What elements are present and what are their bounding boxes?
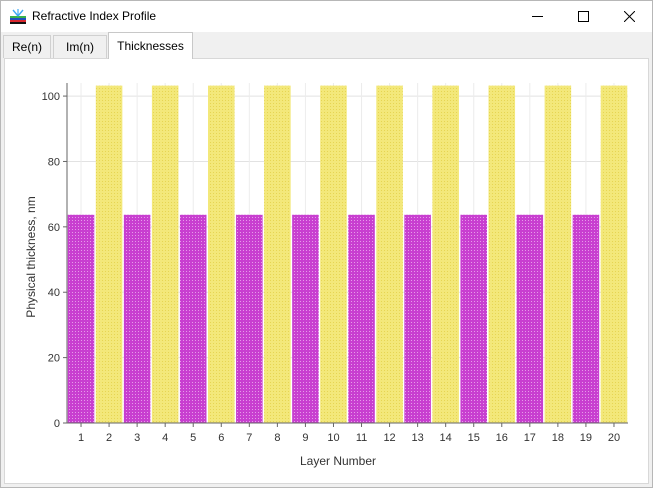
y-tick-label: 40 [48, 287, 60, 299]
maximize-icon [578, 11, 589, 22]
bar-layer-20[interactable] [600, 85, 628, 423]
x-axis-label: Layer Number [300, 454, 376, 468]
x-tick-label: 4 [162, 432, 168, 444]
x-tick-label: 3 [134, 432, 140, 444]
y-tick-label: 80 [48, 156, 60, 168]
grid-lines [67, 83, 628, 424]
bar-layer-16[interactable] [488, 85, 516, 423]
x-tick-label: 5 [190, 432, 196, 444]
tab-thicknesses[interactable]: Thicknesses [108, 32, 193, 59]
bar-layer-5[interactable] [179, 214, 207, 423]
bar-layer-18[interactable] [544, 85, 572, 423]
bar-layer-19[interactable] [572, 214, 600, 423]
x-tick-label: 6 [218, 432, 224, 444]
x-tick-label: 14 [440, 432, 452, 444]
close-icon [624, 11, 635, 22]
x-tick-label: 19 [580, 432, 592, 444]
y-tick-label: 0 [54, 418, 60, 430]
x-tick-label: 13 [412, 432, 424, 444]
y-tick-label: 20 [48, 353, 60, 365]
x-tick-label: 17 [524, 432, 536, 444]
title-bar[interactable]: Refractive Index Profile [1, 1, 652, 32]
bar-layer-17[interactable] [516, 214, 544, 423]
x-tick-label: 2 [106, 432, 112, 444]
x-tick-label: 9 [302, 432, 308, 444]
tab-im-n[interactable]: Im(n) [53, 35, 107, 58]
y-tick-label: 100 [42, 91, 60, 103]
bar-layer-10[interactable] [320, 85, 347, 423]
window-title: Refractive Index Profile [32, 9, 157, 23]
x-tick-label: 8 [274, 432, 280, 444]
bar-layer-8[interactable] [264, 85, 291, 423]
bar-layer-9[interactable] [292, 214, 319, 423]
maximize-button[interactable] [560, 1, 606, 32]
bar-layer-11[interactable] [348, 214, 375, 423]
bar-layer-7[interactable] [236, 214, 263, 423]
x-tick-label: 20 [608, 432, 620, 444]
thickness-chart: 0 20 40 60 80 100 1 2 3 4 5 6 7 8 9 10 11 12 13 14 15 16 17 18 1… [11, 69, 643, 477]
x-tick-label: 18 [552, 432, 564, 444]
bar-layer-3[interactable] [123, 214, 151, 423]
minimize-button[interactable] [514, 1, 560, 32]
x-tick-label: 12 [383, 432, 395, 444]
bar-layer-4[interactable] [151, 85, 179, 423]
close-button[interactable] [606, 1, 652, 32]
x-tick-label: 15 [468, 432, 480, 444]
x-tick-label: 1 [78, 432, 84, 444]
y-axis-label: Physical thickness, nm [24, 196, 38, 317]
x-tick-label: 11 [356, 432, 367, 444]
x-tick-label: 10 [327, 432, 339, 444]
x-tick-label: 7 [246, 432, 252, 444]
tab-strip: Re(n) Im(n) Thicknesses [1, 32, 652, 59]
x-tick-label: 16 [496, 432, 508, 444]
axes [63, 83, 628, 427]
bar-layer-15[interactable] [460, 214, 487, 423]
bar-layer-13[interactable] [404, 214, 431, 423]
bars [67, 85, 628, 423]
y-tick-label: 60 [48, 222, 60, 234]
bar-layer-1[interactable] [67, 214, 95, 423]
bar-layer-6[interactable] [208, 85, 235, 423]
bar-layer-2[interactable] [95, 85, 123, 423]
bar-layer-12[interactable] [376, 85, 403, 423]
bar-layer-14[interactable] [432, 85, 459, 423]
tab-re-n[interactable]: Re(n) [3, 35, 51, 58]
minimize-icon [532, 16, 543, 17]
app-icon [10, 9, 26, 24]
